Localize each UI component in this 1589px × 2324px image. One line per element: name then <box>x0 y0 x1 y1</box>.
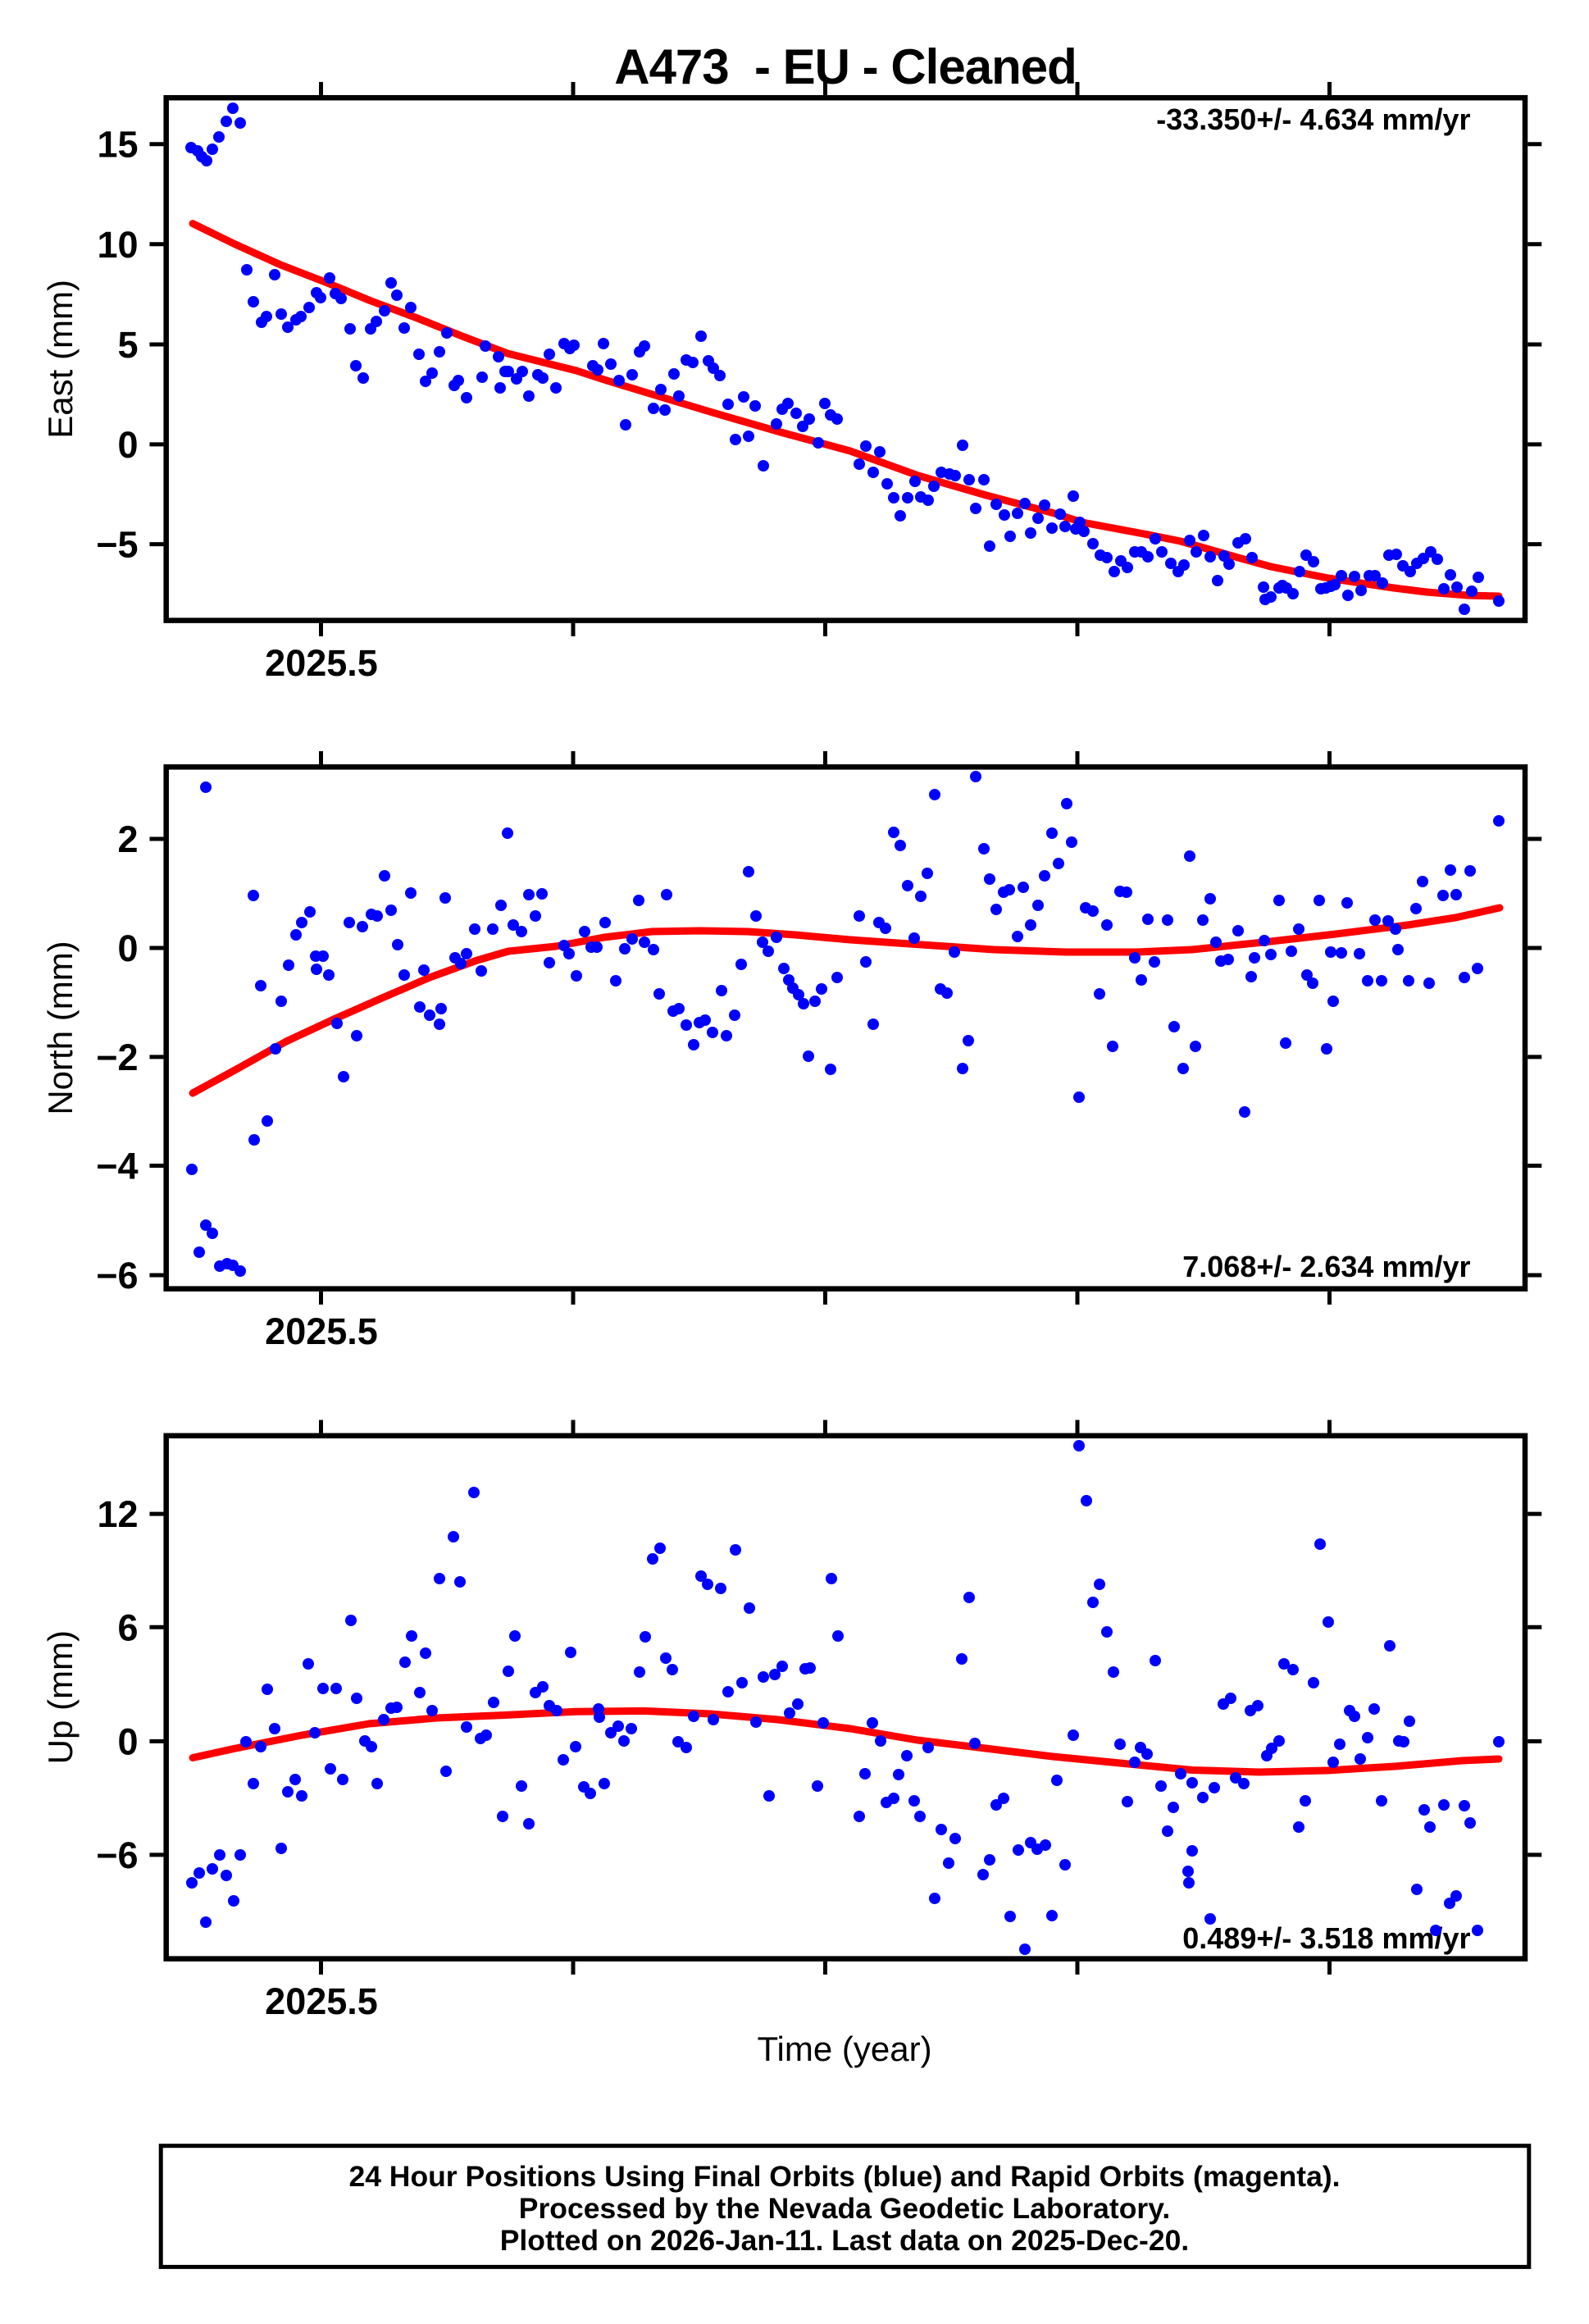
svg-text:15: 15 <box>97 124 138 166</box>
svg-text:-33.350+/- 4.634 mm/yr: -33.350+/- 4.634 mm/yr <box>1156 103 1470 136</box>
svg-text:12: 12 <box>97 1493 138 1535</box>
svg-text:2: 2 <box>117 818 138 860</box>
svg-text:Processed by the Nevada Geodet: Processed by the Nevada Geodetic Laborat… <box>519 2192 1170 2225</box>
svg-text:7.068+/- 2.634 mm/yr: 7.068+/- 2.634 mm/yr <box>1182 1250 1470 1283</box>
svg-text:−6: −6 <box>96 1834 138 1876</box>
svg-text:A473 - EU - Cleaned: A473 - EU - Cleaned <box>614 39 1077 94</box>
svg-text:2025.5: 2025.5 <box>265 642 378 684</box>
svg-text:−5: −5 <box>96 524 138 566</box>
svg-text:24 Hour Positions Using Final: 24 Hour Positions Using Final Orbits (bl… <box>348 2160 1340 2193</box>
svg-text:Plotted on 2026-Jan-11. Last d: Plotted on 2026-Jan-11. Last data on 202… <box>500 2224 1189 2257</box>
svg-text:2025.5: 2025.5 <box>265 1980 378 2022</box>
svg-text:−2: −2 <box>96 1037 138 1078</box>
svg-text:−4: −4 <box>96 1146 138 1187</box>
svg-text:Up (mm): Up (mm) <box>41 1630 80 1764</box>
svg-text:North (mm): North (mm) <box>41 941 80 1114</box>
svg-text:5: 5 <box>117 324 138 366</box>
svg-text:10: 10 <box>97 224 138 266</box>
svg-text:0.489+/- 3.518 mm/yr: 0.489+/- 3.518 mm/yr <box>1182 1921 1470 1955</box>
svg-text:0: 0 <box>117 424 138 466</box>
svg-text:6: 6 <box>117 1606 138 1648</box>
svg-text:Time (year): Time (year) <box>757 2030 931 2068</box>
svg-text:0: 0 <box>117 927 138 969</box>
svg-text:−6: −6 <box>96 1255 138 1296</box>
svg-text:East (mm): East (mm) <box>41 280 80 439</box>
svg-text:2025.5: 2025.5 <box>265 1310 378 1352</box>
svg-text:0: 0 <box>117 1720 138 1762</box>
